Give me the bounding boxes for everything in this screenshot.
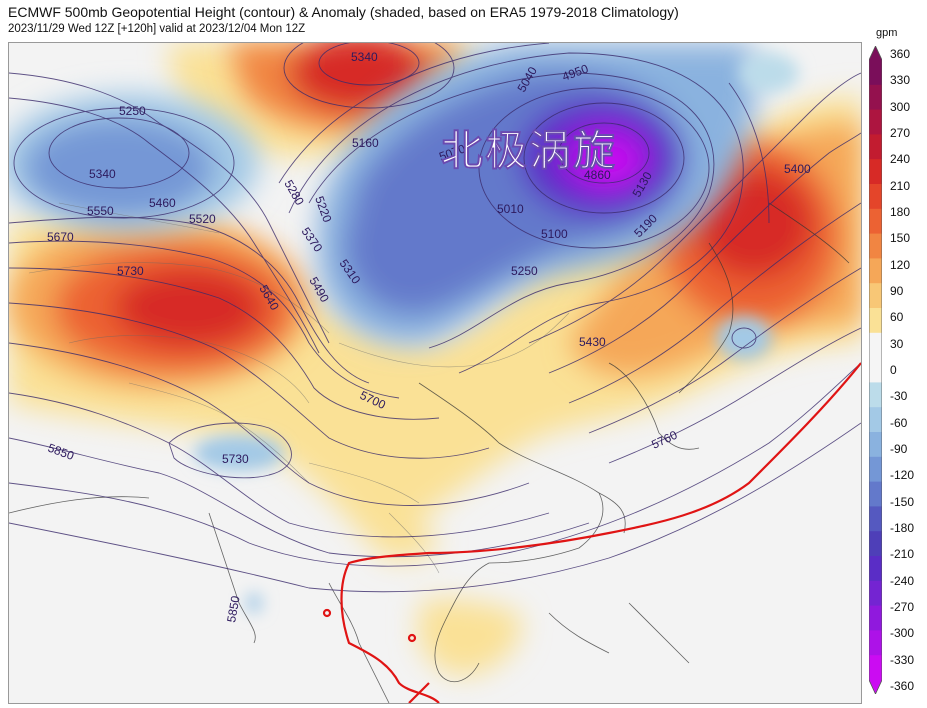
- contour-label: 5340: [351, 50, 378, 64]
- colorbar-tick-label: 210: [890, 178, 911, 193]
- contour-label: 5850: [46, 441, 76, 463]
- colorbar-tick-label: 240: [890, 152, 911, 167]
- contour-label: 5850: [224, 594, 242, 623]
- contour-label: 5160: [352, 136, 379, 150]
- colorbar-tick-label: -240: [890, 573, 915, 588]
- map-canvas: 5340 5250 5340 5160 5070 4950 5040 4860 …: [9, 43, 861, 703]
- colorbar-swatch: [869, 84, 882, 111]
- map-title: ECMWF 500mb Geopotential Height (contour…: [8, 4, 679, 20]
- colorbar-tick-label: 330: [890, 73, 911, 88]
- contour-label: 5400: [784, 162, 811, 176]
- colorbar-unit: gpm: [876, 27, 898, 39]
- colorbar-tick-label: -60: [890, 415, 908, 430]
- contour-label: 5340: [89, 167, 116, 181]
- coastlines: [9, 202, 850, 703]
- colorbar-tick-label: 360: [890, 47, 911, 61]
- colorbar-tick-label: 270: [890, 126, 911, 140]
- colorbar-tick-label: -90: [890, 442, 908, 456]
- colorbar-tick-label: 180: [890, 205, 911, 219]
- contour-label: 5730: [222, 452, 249, 466]
- subtropical-high-5880-line: [322, 362, 861, 703]
- contour-label: 5250: [511, 264, 538, 278]
- colorbar-swatch: [869, 208, 882, 235]
- colorbar-swatch: [869, 407, 882, 433]
- colorbar-swatch: [869, 432, 882, 458]
- colorbar-extend-bottom: [869, 680, 882, 694]
- contour-label: 5250: [119, 104, 146, 118]
- contour-label: 5010: [497, 202, 524, 216]
- colorbar-swatch: [869, 630, 882, 656]
- colorbar-extend-top: [869, 46, 882, 60]
- colorbar-tick-label: -330: [890, 652, 915, 667]
- contour-label: 5760: [649, 428, 679, 452]
- height-contours: [9, 43, 861, 593]
- contour-label: 5460: [149, 196, 176, 210]
- colorbar-swatch: [869, 184, 882, 210]
- colorbar-swatch: [869, 456, 882, 483]
- colorbar-tick-label: -210: [890, 547, 915, 562]
- colorbar-swatch: [869, 580, 882, 607]
- colorbar-tick-label: -30: [890, 389, 908, 404]
- colorbar-tick-label: 0: [890, 363, 897, 377]
- colorbar-tick-label: 30: [890, 336, 904, 351]
- colorbar-tick-label: -150: [890, 494, 915, 509]
- colorbar-tick-label: 150: [890, 231, 911, 246]
- contour-label: 4860: [584, 168, 611, 182]
- colorbar-swatch: [869, 357, 882, 383]
- colorbar-tick-label: -300: [890, 626, 915, 641]
- colorbar-tick-label: 90: [890, 284, 904, 298]
- colorbar-swatch: [869, 308, 882, 334]
- colorbar-swatch: [869, 605, 882, 631]
- colorbar-tick-label: -360: [890, 679, 915, 693]
- weather-map: 5340 5250 5340 5160 5070 4950 5040 4860 …: [8, 42, 862, 704]
- colorbar-tick-label: -270: [890, 600, 915, 614]
- colorbar-swatch: [869, 332, 882, 359]
- colorbar-tick-label: -120: [890, 468, 915, 483]
- colorbar-swatch: [869, 283, 882, 309]
- vortex-annotation: 北极涡旋: [441, 126, 617, 175]
- colorbar-tick-label: -180: [890, 521, 915, 535]
- colorbar-swatch: [869, 60, 882, 86]
- contour-label: 5100: [541, 227, 568, 241]
- contour-label: 5550: [87, 204, 114, 218]
- colorbar-swatch: [869, 109, 882, 135]
- country-borders: [28, 202, 570, 574]
- colorbar-swatch: [869, 556, 882, 582]
- contour-label: 5280: [281, 178, 307, 208]
- contour-label: 5520: [189, 212, 216, 226]
- colorbar-tick-label: 60: [890, 310, 904, 325]
- map-subtitle: 2023/11/29 Wed 12Z [+120h] valid at 2023…: [8, 23, 306, 35]
- colorbar-swatch: [869, 258, 882, 284]
- colorbar-tick-label: 300: [890, 99, 911, 114]
- colorbar-swatch: [869, 655, 882, 681]
- contour-label: 5430: [579, 335, 606, 349]
- colorbar-swatch: [869, 531, 882, 557]
- contour-label: 5730: [117, 264, 144, 278]
- colorbar-swatch: [869, 382, 882, 408]
- contour-label: 5670: [47, 230, 74, 244]
- colorbar: [869, 46, 882, 694]
- colorbar-tick-label: 120: [890, 257, 911, 272]
- colorbar-swatch: [869, 506, 882, 532]
- colorbar-swatch: [869, 159, 882, 185]
- colorbar-swatch: [869, 481, 882, 507]
- colorbar-swatch: [869, 233, 882, 259]
- colorbar-swatch: [869, 134, 882, 160]
